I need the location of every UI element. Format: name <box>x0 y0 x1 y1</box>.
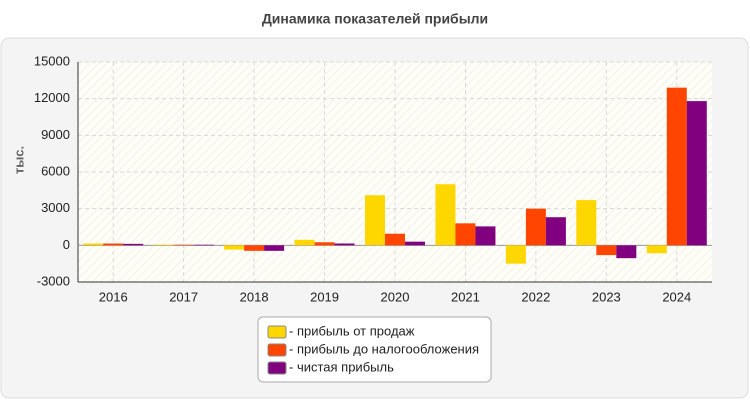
bar <box>334 243 355 246</box>
bar <box>666 87 687 246</box>
bar <box>646 245 667 254</box>
x-tick-label: 2021 <box>451 289 480 304</box>
bar <box>576 200 597 246</box>
x-tick-label: 2018 <box>240 289 269 304</box>
legend-label: - прибыль от продаж <box>289 323 415 338</box>
bar <box>686 101 707 246</box>
x-tick-label: 2016 <box>99 289 128 304</box>
legend-label: - прибыль до налогообложения <box>289 341 479 356</box>
x-tick-label: 2017 <box>169 289 198 304</box>
bar <box>616 245 637 259</box>
bar <box>294 239 315 246</box>
bar <box>596 245 617 256</box>
bar <box>545 217 566 246</box>
legend-swatch <box>267 325 287 339</box>
y-tick-label: 12000 <box>34 90 70 105</box>
bar <box>173 244 194 246</box>
y-axis-label: тыс. <box>11 146 26 174</box>
bar <box>475 226 496 246</box>
y-tick-label: -3000 <box>37 273 70 288</box>
y-tick-label: 9000 <box>41 127 70 142</box>
x-tick-label: 2022 <box>521 289 550 304</box>
x-tick-label: 2023 <box>592 289 621 304</box>
bar <box>193 244 214 246</box>
bar <box>224 245 245 250</box>
legend-swatch <box>267 361 287 375</box>
bar <box>435 184 456 246</box>
bar <box>455 223 476 246</box>
bar <box>314 242 335 246</box>
bar <box>525 208 546 246</box>
y-tick-label: 0 <box>63 237 70 252</box>
bar <box>153 244 174 246</box>
x-tick-label: 2024 <box>662 289 691 304</box>
bar <box>264 245 285 251</box>
bar <box>405 241 425 246</box>
bar <box>123 243 144 246</box>
legend <box>257 316 492 383</box>
bar <box>244 245 265 251</box>
bar <box>365 195 385 246</box>
y-tick-label: 3000 <box>41 200 70 215</box>
bar <box>505 245 526 264</box>
y-tick-label: 6000 <box>41 163 70 178</box>
y-tick-label: 15000 <box>34 53 70 68</box>
chart-title: Динамика показателей прибыли <box>262 11 488 27</box>
legend-label: - чистая прибыль <box>289 359 394 374</box>
bar <box>83 243 104 246</box>
bar <box>385 233 405 246</box>
bar <box>103 243 124 246</box>
x-tick-label: 2020 <box>381 289 410 304</box>
legend-swatch <box>267 343 287 357</box>
x-tick-label: 2019 <box>310 289 339 304</box>
